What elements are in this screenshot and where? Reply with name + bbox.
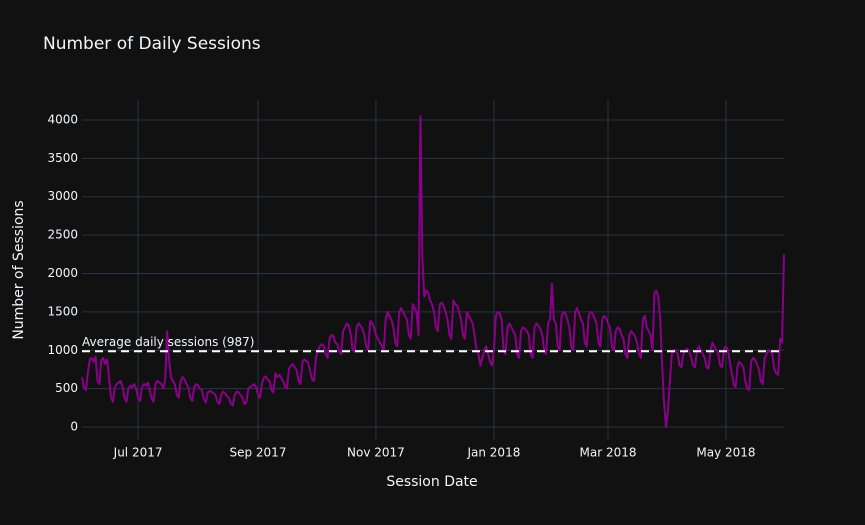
y-tick-label: 4000: [47, 112, 78, 126]
y-tick-label: 1000: [47, 343, 78, 357]
y-axis-title: Number of Sessions: [11, 200, 27, 339]
x-tick-label: Jul 2017: [113, 446, 163, 460]
x-axis-title: Session Date: [386, 474, 477, 490]
x-tick-label: Jan 2018: [466, 446, 520, 460]
y-tick-label: 2000: [47, 266, 78, 280]
x-tick-label: Mar 2018: [580, 446, 637, 460]
y-tick-label: 1500: [47, 304, 78, 318]
chart-title: Number of Daily Sessions: [43, 34, 261, 54]
average-label: Average daily sessions (987): [82, 335, 254, 349]
x-tick-label: May 2018: [696, 446, 755, 460]
y-tick-label: 0: [70, 420, 78, 434]
y-tick-label: 500: [55, 381, 78, 395]
line-series: [81, 115, 785, 429]
x-tick-label: Sep 2017: [229, 446, 286, 460]
y-tick-label: 3500: [47, 151, 78, 165]
y-tick-label: 3000: [47, 189, 78, 203]
x-tick-label: Nov 2017: [347, 446, 405, 460]
y-tick-label: 2500: [47, 228, 78, 242]
